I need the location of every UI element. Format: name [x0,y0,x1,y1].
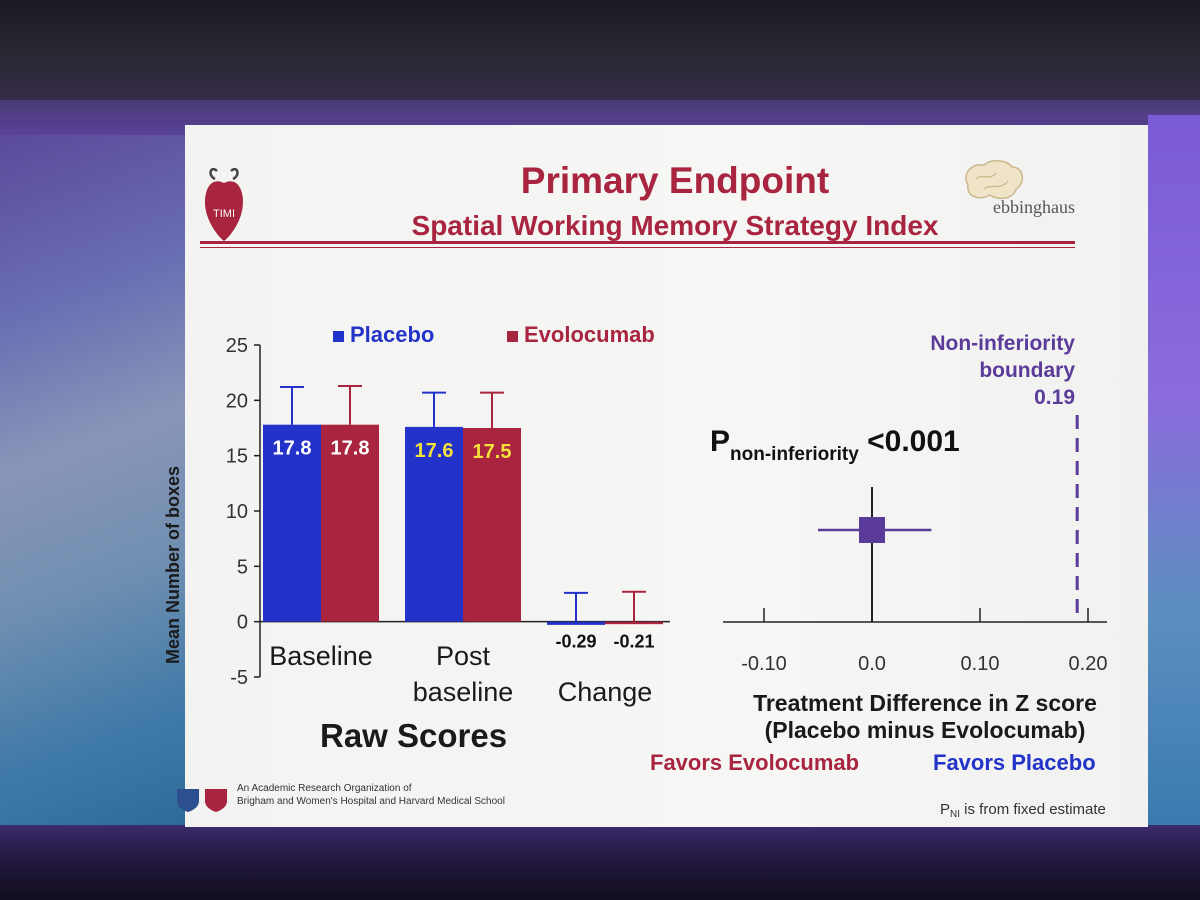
legend-evolocumab-label: Evolocumab [524,322,655,347]
footer-text: An Academic Research Organization of Bri… [237,782,505,808]
y-tick-label: -5 [230,667,248,689]
forest-x-tick-label: 0.0 [858,653,886,675]
ebbinghaus-logo-text: ebbinghaus [993,197,1075,217]
forest-x-tick-label: -0.10 [741,653,787,675]
title-underline-thin [200,247,1075,248]
x-category-label: Change [558,677,653,707]
brain-icon [965,160,1024,200]
forest-x-axis-title: Treatment Difference in Z score (Placebo… [715,690,1135,744]
bar-value-label: 17.8 [273,438,312,460]
p-value-main: P [710,425,731,458]
non-inferiority-boundary-label: Non-inferiority boundary 0.19 [930,332,1075,409]
footer-line-1: An Academic Research Organization of [237,783,412,794]
p-value: <0.001 [867,425,960,458]
forest-x-axis-title-line1: Treatment Difference in Z score [753,690,1097,716]
favors-placebo-label: Favors Placebo [933,750,1096,775]
legend-placebo-swatch [333,330,344,342]
background-image-left [0,135,185,825]
timi-logo-text: TIMI [213,208,235,220]
bar-value-label: 17.8 [331,438,370,460]
y-tick-label: 15 [226,446,248,468]
x-category-label: Baseline [269,641,373,671]
footnote-sub: NI [950,809,961,820]
x-category-label: Post [436,641,491,671]
y-tick-label: 0 [237,612,248,634]
footnote-text: is from fixed estimate [960,801,1106,818]
bar-evolocumab [605,621,663,625]
slide-subtitle: Spatial Working Memory Strategy Index [411,210,939,241]
title-underline [200,241,1075,244]
legend-placebo: Placebo [333,322,434,348]
bar-evolocumab [321,424,379,622]
bar-chart: 25 20 15 10 5 0 -5 17.8 17.8 Baseline 17.6 17.5 Post… [226,335,670,707]
forest-x-axis-title-line2: (Placebo minus Evolocumab) [764,717,1086,743]
bar-value-label: 17.6 [415,440,454,462]
background-image-right [1148,115,1200,825]
slide-title: Primary Endpoint [520,160,830,201]
forest-point-estimate [859,517,885,543]
p-value-sub: non-inferiority [730,444,859,465]
x-category-label: baseline [413,677,514,707]
p-value-label: Pnon-inferiority <0.001 [710,425,960,466]
forest-plot: -0.10 0.0 0.10 0.20 [723,415,1108,675]
legend-placebo-label: Placebo [350,322,435,347]
y-tick-label: 10 [226,501,248,523]
footnote-p: P [940,801,951,818]
bar-value-label: 17.5 [473,441,512,463]
y-tick-label: 25 [226,335,248,357]
legend-evolocumab: Evolocumab [507,322,655,348]
room-floor [0,825,1200,900]
bar-evolocumab [463,428,521,622]
bar-value-label: -0.29 [555,632,596,652]
bar-placebo [405,426,463,622]
y-tick-label: 5 [237,556,248,578]
y-tick-label: 20 [226,390,248,412]
forest-x-tick-label: 0.10 [961,653,1000,675]
footer-line-2: Brigham and Women's Hospital and Harvard… [237,796,505,807]
presentation-slide: TIMI ebbinghaus Primary Endpoint Spatial… [163,125,1148,827]
y-axis-label: Mean Number of boxes [163,465,183,665]
favors-evolocumab-label: Favors Evolocumab [650,750,860,775]
footnote: PNI is from fixed estimate [940,801,1106,820]
institution-shields [177,789,227,812]
bar-placebo [263,424,321,622]
bar-placebo [547,621,605,625]
bar-chart-title: Raw Scores [320,717,508,754]
legend-evolocumab-swatch [507,330,518,342]
forest-x-tick-label: 0.20 [1069,653,1108,675]
timi-logo: TIMI [204,167,244,241]
bar-value-label: -0.21 [613,632,654,652]
